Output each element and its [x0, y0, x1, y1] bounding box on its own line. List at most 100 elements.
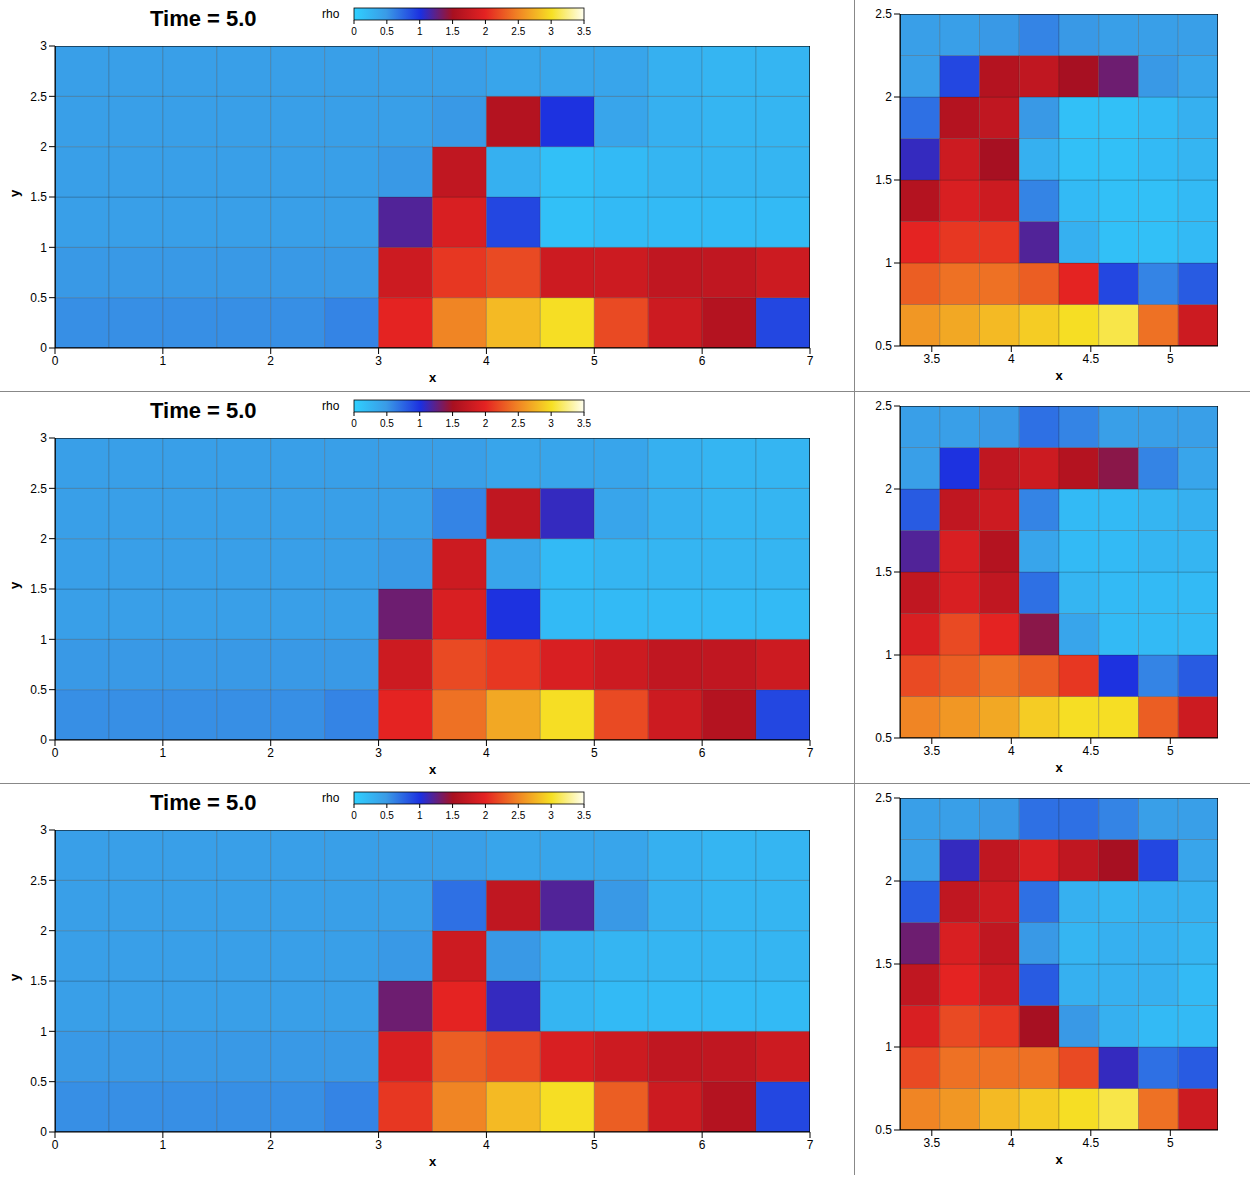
svg-text:0.5: 0.5 [380, 810, 394, 821]
svg-text:2: 2 [483, 418, 489, 429]
svg-text:3.5: 3.5 [577, 26, 591, 37]
svg-text:0.5: 0.5 [380, 26, 394, 37]
svg-text:7: 7 [807, 746, 814, 760]
svg-text:1: 1 [885, 1040, 892, 1054]
svg-text:1.5: 1.5 [446, 810, 460, 821]
svg-text:rho: rho [322, 399, 340, 413]
svg-text:5: 5 [1167, 352, 1174, 366]
svg-text:x: x [1055, 1152, 1063, 1167]
svg-text:2.5: 2.5 [511, 810, 525, 821]
svg-text:5: 5 [1167, 744, 1174, 758]
svg-text:4: 4 [1008, 352, 1015, 366]
svg-text:5: 5 [1167, 1136, 1174, 1150]
svg-text:1.5: 1.5 [30, 974, 47, 988]
svg-text:4: 4 [1008, 1136, 1015, 1150]
svg-text:4: 4 [483, 1138, 490, 1152]
svg-text:1.5: 1.5 [875, 565, 892, 579]
svg-text:1: 1 [40, 241, 47, 255]
svg-text:2: 2 [40, 532, 47, 546]
svg-text:1.5: 1.5 [446, 26, 460, 37]
svg-text:y: y [7, 973, 22, 981]
svg-text:3: 3 [375, 354, 382, 368]
svg-text:3: 3 [375, 746, 382, 760]
svg-text:4: 4 [483, 354, 490, 368]
svg-text:2: 2 [267, 1138, 274, 1152]
svg-text:0.5: 0.5 [875, 339, 892, 353]
svg-text:3.5: 3.5 [577, 810, 591, 821]
svg-text:x: x [429, 370, 437, 385]
svg-text:x: x [1055, 368, 1063, 383]
svg-text:3.5: 3.5 [923, 1136, 940, 1150]
svg-text:4.5: 4.5 [1082, 352, 1099, 366]
svg-text:0: 0 [351, 810, 357, 821]
svg-text:4.5: 4.5 [1082, 744, 1099, 758]
svg-text:2.5: 2.5 [875, 791, 892, 805]
svg-text:0: 0 [40, 1125, 47, 1139]
svg-text:3: 3 [375, 1138, 382, 1152]
svg-text:2.5: 2.5 [30, 874, 47, 888]
svg-text:7: 7 [807, 1138, 814, 1152]
svg-text:6: 6 [699, 354, 706, 368]
svg-text:1: 1 [417, 810, 423, 821]
svg-text:x: x [429, 1154, 437, 1169]
svg-text:rho: rho [322, 7, 340, 21]
svg-text:2: 2 [483, 810, 489, 821]
svg-text:x: x [1055, 760, 1063, 775]
svg-text:3: 3 [548, 418, 554, 429]
svg-text:rho: rho [322, 791, 340, 805]
svg-text:1.5: 1.5 [875, 173, 892, 187]
svg-text:y: y [7, 189, 22, 197]
svg-text:3: 3 [40, 432, 47, 445]
svg-text:0.5: 0.5 [30, 1075, 47, 1089]
svg-text:2: 2 [483, 26, 489, 37]
svg-text:0: 0 [351, 26, 357, 37]
svg-text:3.5: 3.5 [923, 352, 940, 366]
svg-text:3: 3 [548, 26, 554, 37]
svg-text:1.5: 1.5 [30, 190, 47, 204]
svg-text:6: 6 [699, 746, 706, 760]
svg-text:1: 1 [417, 418, 423, 429]
svg-text:3.5: 3.5 [577, 418, 591, 429]
svg-text:y: y [7, 581, 22, 589]
svg-text:1: 1 [417, 26, 423, 37]
svg-text:2: 2 [40, 140, 47, 154]
svg-text:0.5: 0.5 [875, 1123, 892, 1137]
svg-text:1: 1 [40, 1025, 47, 1039]
svg-text:4.5: 4.5 [1082, 1136, 1099, 1150]
svg-text:2.5: 2.5 [30, 482, 47, 496]
svg-text:0: 0 [52, 746, 59, 760]
svg-text:0.5: 0.5 [30, 683, 47, 697]
svg-text:3: 3 [40, 824, 47, 837]
svg-text:1: 1 [160, 354, 167, 368]
svg-text:2: 2 [885, 90, 892, 104]
svg-text:2.5: 2.5 [30, 90, 47, 104]
svg-text:1.5: 1.5 [30, 582, 47, 596]
svg-text:2.5: 2.5 [511, 26, 525, 37]
svg-text:1: 1 [885, 648, 892, 662]
svg-text:7: 7 [807, 354, 814, 368]
svg-text:1: 1 [40, 633, 47, 647]
svg-text:2: 2 [885, 482, 892, 496]
svg-text:4: 4 [1008, 744, 1015, 758]
svg-text:2.5: 2.5 [511, 418, 525, 429]
svg-text:3: 3 [548, 810, 554, 821]
svg-text:2: 2 [40, 924, 47, 938]
svg-text:0: 0 [351, 418, 357, 429]
svg-text:2.5: 2.5 [875, 399, 892, 413]
svg-text:0: 0 [52, 1138, 59, 1152]
svg-text:0.5: 0.5 [875, 731, 892, 745]
svg-text:0.5: 0.5 [380, 418, 394, 429]
svg-text:1: 1 [160, 1138, 167, 1152]
svg-text:4: 4 [483, 746, 490, 760]
svg-text:0: 0 [40, 341, 47, 355]
svg-text:3.5: 3.5 [923, 744, 940, 758]
svg-text:5: 5 [591, 354, 598, 368]
svg-text:2: 2 [267, 354, 274, 368]
svg-text:1.5: 1.5 [446, 418, 460, 429]
svg-text:1.5: 1.5 [875, 957, 892, 971]
svg-text:1: 1 [160, 746, 167, 760]
svg-text:2.5: 2.5 [875, 7, 892, 21]
svg-text:1: 1 [885, 256, 892, 270]
svg-text:2: 2 [885, 874, 892, 888]
svg-text:2: 2 [267, 746, 274, 760]
